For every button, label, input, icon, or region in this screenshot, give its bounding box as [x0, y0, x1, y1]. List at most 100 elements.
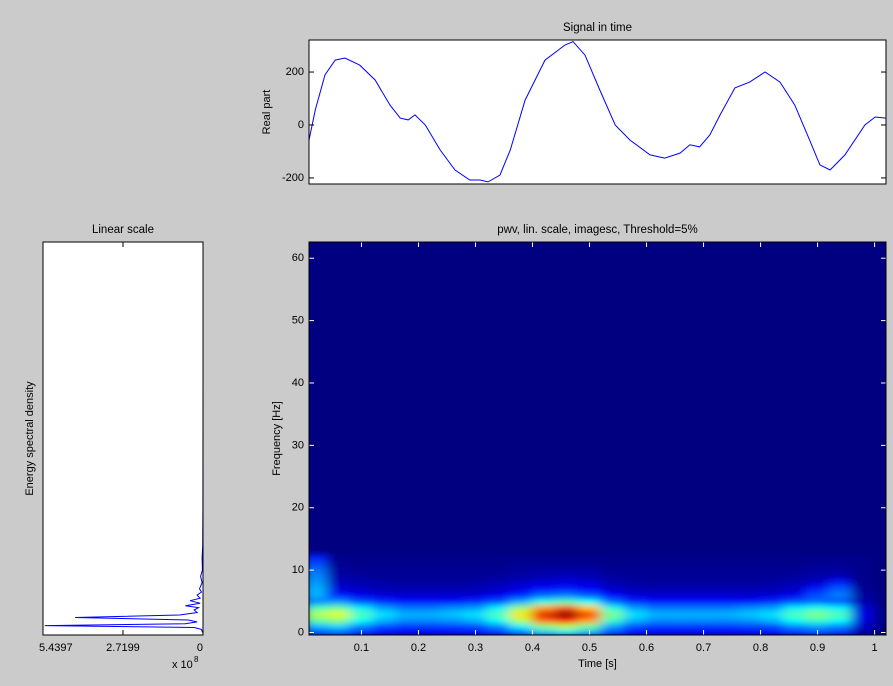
- x-scale-exponent: 8: [194, 655, 199, 664]
- heatmap-cell: [326, 603, 351, 612]
- heatmap-cells: [309, 554, 876, 635]
- heatmap-cell: [691, 585, 716, 593]
- heatmap-cell: [395, 591, 419, 599]
- heatmap-cell: [737, 616, 762, 624]
- y-tick-label: 60: [292, 252, 304, 264]
- heatmap-cell: [805, 572, 830, 580]
- heatmap-cell: [646, 616, 670, 624]
- heatmap-cell: [372, 572, 397, 580]
- axes-box: [42, 241, 204, 636]
- heatmap-cell: [395, 616, 419, 624]
- heatmap-cell: [851, 591, 876, 599]
- heatmap-cell: [463, 622, 488, 630]
- heatmap-cell: [668, 578, 693, 587]
- heatmap-cell: [577, 578, 602, 587]
- heatmap-cell: [782, 554, 807, 562]
- heatmap-cell: [509, 610, 534, 618]
- heatmap-cell: [463, 616, 488, 624]
- heatmap-cell: [600, 597, 625, 605]
- heatmap-cell: [417, 572, 442, 580]
- heatmap-cell: [828, 628, 853, 635]
- heatmap-cell: [782, 628, 807, 635]
- heatmap-cell: [417, 566, 442, 574]
- heatmap-cell: [600, 572, 625, 580]
- heatmap-cell: [532, 610, 556, 618]
- y-axis-label: Energy spectral density: [24, 381, 36, 496]
- heatmap-cell: [714, 572, 739, 580]
- heatmap-cell: [737, 591, 762, 599]
- heatmap-cell: [509, 597, 534, 605]
- heatmap-cell: [532, 578, 556, 587]
- heatmap-cell: [600, 566, 625, 574]
- heatmap-cell: [554, 578, 579, 587]
- heatmap-cell: [486, 572, 511, 580]
- heatmap-cell: [623, 591, 648, 599]
- heatmap-cell: [828, 566, 853, 574]
- heatmap-cell: [532, 554, 556, 562]
- heatmap-cell: [326, 616, 351, 624]
- heatmap-cell: [828, 597, 853, 605]
- heatmap-cell: [782, 591, 807, 599]
- heatmap-cell: [691, 622, 716, 630]
- heatmap-cell: [577, 566, 602, 574]
- heatmap-cell: [646, 554, 670, 562]
- heatmap-cell: [805, 597, 830, 605]
- heatmap-cell: [554, 597, 579, 605]
- heatmap-cell: [417, 603, 442, 612]
- heatmap-cell: [600, 603, 625, 612]
- heatmap-cell: [417, 560, 442, 568]
- heatmap-cell: [714, 616, 739, 624]
- x-tick-label: 0.9: [810, 642, 825, 654]
- heatmap-cell: [714, 585, 739, 593]
- heatmap-cell: [349, 572, 374, 580]
- heatmap-cell: [623, 610, 648, 618]
- heatmap-cell: [737, 628, 762, 635]
- heatmap-cell: [737, 566, 762, 574]
- heatmap-cell: [851, 603, 876, 612]
- heatmap-cell: [509, 554, 534, 562]
- heatmap-cell: [532, 616, 556, 624]
- heatmap-cell: [554, 566, 579, 574]
- axes-box: [308, 241, 887, 636]
- heatmap-cell: [309, 603, 328, 612]
- heatmap-cell: [851, 597, 876, 605]
- heatmap-cell: [668, 591, 693, 599]
- heatmap-cell: [600, 585, 625, 593]
- heatmap-cell: [760, 597, 784, 605]
- heatmap-cell: [760, 622, 784, 630]
- heatmap-cell: [326, 628, 351, 635]
- plot-area: [43, 242, 203, 635]
- heatmap-cell: [851, 554, 876, 562]
- heatmap-cell: [668, 572, 693, 580]
- heatmap-cell: [309, 554, 328, 562]
- heatmap-cell: [532, 622, 556, 630]
- heatmap-cell: [668, 603, 693, 612]
- heatmap-cell: [463, 591, 488, 599]
- heatmap-cell: [509, 560, 534, 568]
- heatmap-cell: [577, 603, 602, 612]
- heatmap-cell: [309, 628, 328, 635]
- heatmap-cell: [486, 560, 511, 568]
- heatmap-cell: [851, 572, 876, 580]
- heatmap-cell: [440, 597, 465, 605]
- heatmap-cell: [851, 622, 876, 630]
- heatmap-cell: [828, 578, 853, 587]
- heatmap-cell: [326, 622, 351, 630]
- heatmap-cell: [486, 622, 511, 630]
- heatmap-cell: [805, 603, 830, 612]
- heatmap-cell: [554, 585, 579, 593]
- heatmap-cell: [600, 628, 625, 635]
- heatmap-cell: [463, 554, 488, 562]
- heatmap-cell: [577, 597, 602, 605]
- heatmap-cell: [828, 603, 853, 612]
- heatmap-cell: [440, 610, 465, 618]
- heatmap-cell: [440, 628, 465, 635]
- heatmap-cell: [395, 578, 419, 587]
- heatmap-cell: [372, 585, 397, 593]
- heatmap-cell: [714, 622, 739, 630]
- heatmap-cell: [646, 572, 670, 580]
- heatmap-cell: [623, 572, 648, 580]
- heatmap-cell: [372, 622, 397, 630]
- heatmap-cell: [691, 560, 716, 568]
